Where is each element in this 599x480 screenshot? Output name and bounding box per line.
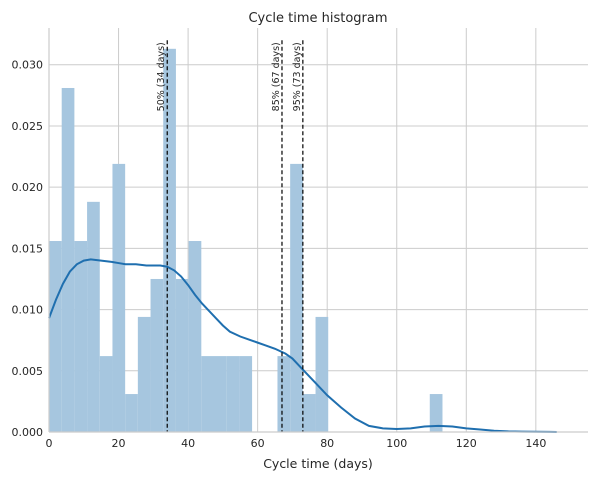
histogram-bar-8 [150, 278, 164, 432]
histogram-bar-18 [277, 356, 291, 432]
histogram-bar-14 [226, 356, 240, 432]
chart-title: Cycle time histogram [248, 11, 387, 26]
x-tick-label-3: 60 [251, 437, 265, 450]
percentile-label-0: 50% (34 days) [156, 42, 167, 111]
histogram-bar-3 [87, 201, 100, 432]
histogram-bar-0 [49, 241, 62, 432]
y-tick-label-1: 0.005 [12, 365, 44, 378]
x-tick-label-7: 140 [525, 437, 546, 450]
histogram-bars [49, 48, 443, 432]
histogram-bar-23 [429, 394, 443, 432]
x-tick-label-6: 120 [456, 437, 477, 450]
x-axis-title: Cycle time (days) [263, 456, 373, 471]
y-tick-label-4: 0.020 [12, 181, 44, 194]
y-tick-label-2: 0.010 [12, 304, 44, 317]
histogram-bar-4 [99, 356, 113, 432]
histogram-bar-9 [163, 48, 176, 432]
histogram-bar-6 [125, 394, 138, 432]
y-tick-label-0: 0.000 [12, 426, 44, 439]
x-tick-label-5: 100 [386, 437, 407, 450]
grid-lines [48, 28, 588, 433]
histogram-bar-21 [315, 316, 329, 432]
x-tick-label-1: 20 [112, 437, 126, 450]
x-tick-label-0: 0 [46, 437, 53, 450]
y-tick-label-3: 0.015 [12, 242, 44, 255]
histogram-bar-15 [239, 356, 253, 432]
histogram-bar-5 [112, 163, 126, 432]
percentile-label-1: 85% (67 days) [271, 42, 282, 111]
percentile-label-2: 95% (73 days) [292, 42, 303, 111]
histogram-bar-12 [201, 356, 215, 432]
histogram-bar-2 [74, 241, 88, 432]
histogram-bar-7 [137, 316, 151, 432]
histogram-bar-11 [188, 241, 202, 432]
histogram-bar-1 [61, 87, 75, 432]
kde-density-line [48, 258, 557, 433]
x-tick-label-2: 40 [181, 437, 195, 450]
axes [48, 28, 588, 433]
histogram-bar-10 [175, 278, 189, 432]
y-tick-label-5: 0.025 [12, 120, 44, 133]
y-tick-label-6: 0.030 [12, 59, 44, 72]
percentile-markers: 50% (34 days) 85% (67 days) 95% (73 days) [156, 40, 304, 432]
histogram-bar-20 [302, 394, 316, 432]
histogram-bar-13 [214, 356, 227, 432]
tick-labels: 0 20 40 60 80 100 120 140 0.000 0.005 0.010 0.015 0.… [12, 59, 547, 450]
histogram-bar-19 [290, 163, 303, 432]
x-tick-label-4: 80 [320, 437, 334, 450]
